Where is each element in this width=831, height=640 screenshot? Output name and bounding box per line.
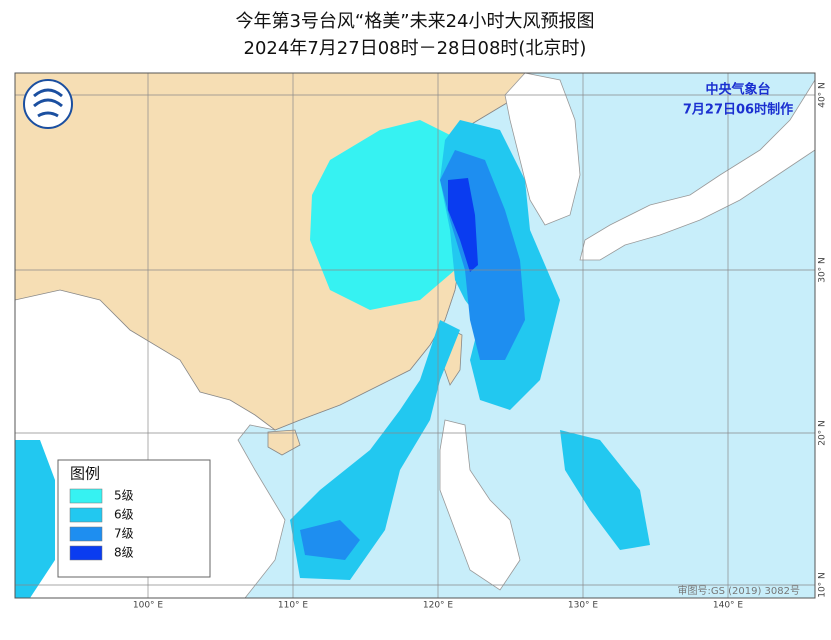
land-korea: [504, 73, 581, 226]
lon-label: 120° E: [423, 601, 454, 611]
wind-zone-5: [310, 120, 460, 310]
legend-label: 6级: [114, 508, 134, 522]
legend-title: 图例: [70, 465, 100, 483]
cma-logo: [23, 79, 73, 129]
map-frame: [14, 72, 816, 599]
lat-label: 10° N: [818, 572, 828, 598]
wind-zone-8: [448, 178, 478, 272]
approval-number: 审图号:GS (2019) 3082号: [677, 584, 800, 597]
lon-label: 110° E: [278, 601, 309, 611]
wind-zone-6: [15, 440, 55, 598]
lat-label: 20° N: [818, 420, 828, 446]
map-title: 今年第3号台风“格美”未来24小时大风预报图: [235, 11, 594, 32]
lon-label: 100° E: [133, 601, 164, 611]
land-japan: [579, 79, 815, 261]
lon-label: 130° E: [568, 601, 599, 611]
lat-label: 40° N: [818, 82, 828, 108]
legend-label: 7级: [114, 527, 134, 541]
lon-label: 140° E: [713, 601, 744, 611]
legend-label: 5级: [114, 489, 134, 503]
wind-zone-6: [560, 430, 650, 550]
land-philippines: [439, 419, 521, 591]
legend-swatch: [69, 507, 103, 523]
map-subtitle: 2024年7月27日08时－28日08时(北京时): [244, 38, 587, 59]
legend: 图例 5级 6级 7级 8级: [57, 459, 211, 578]
legend-label: 8级: [114, 546, 134, 560]
issuer-name: 中央气象台: [705, 82, 770, 98]
wind-zone-7: [300, 520, 360, 560]
legend-swatch: [69, 488, 103, 504]
land-hainan: [267, 429, 301, 456]
wind-zone-6: [290, 320, 460, 580]
legend-swatch: [69, 545, 103, 561]
issuer-time: 7月27日06时制作: [683, 102, 793, 118]
legend-swatch: [69, 526, 103, 542]
lat-label: 30° N: [818, 257, 828, 283]
